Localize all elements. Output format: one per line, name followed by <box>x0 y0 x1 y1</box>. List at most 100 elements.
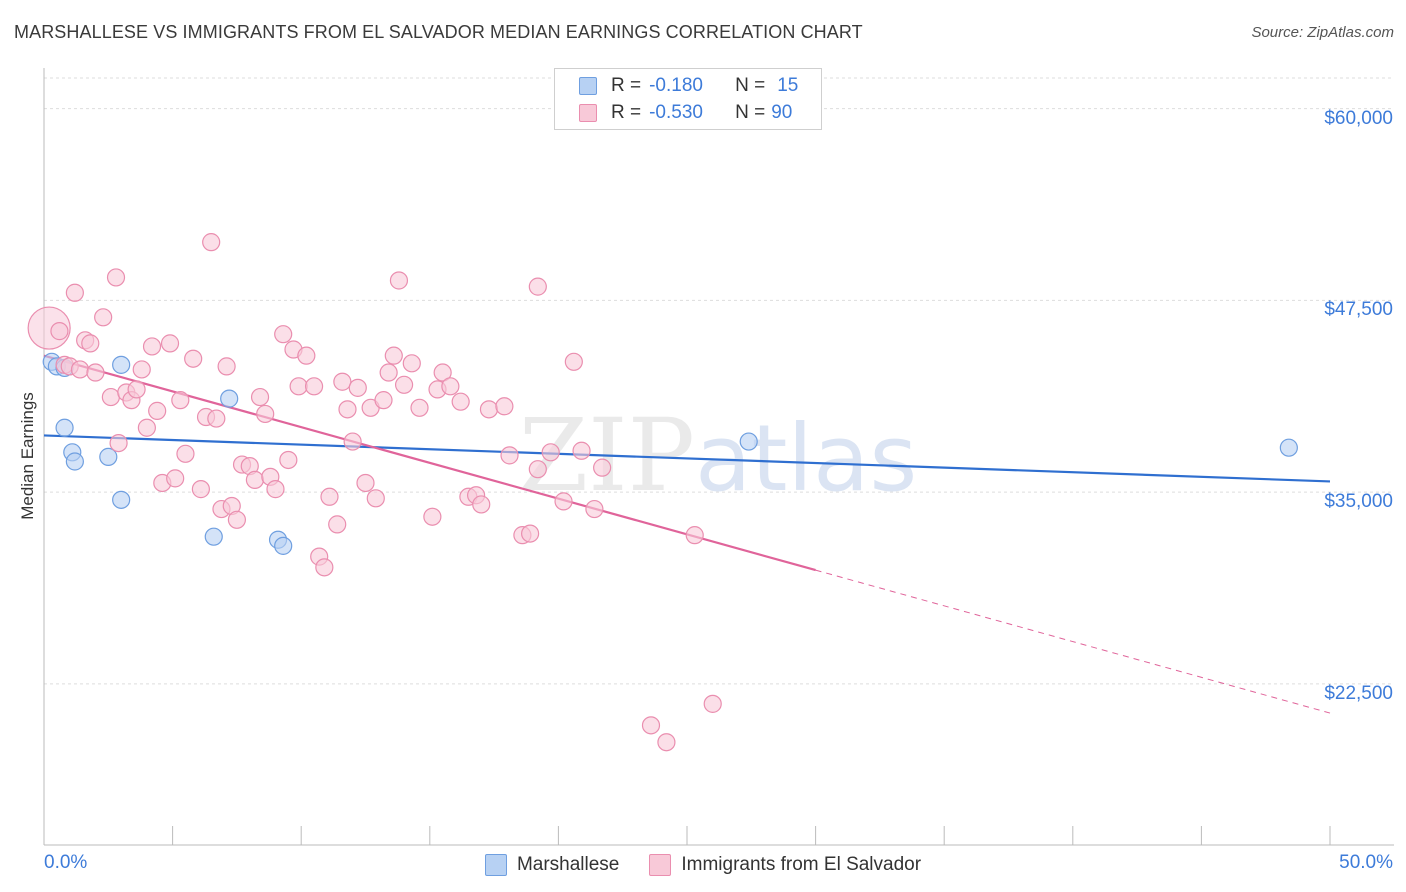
legend-item-el-salvador: Immigrants from El Salvador <box>649 854 921 876</box>
el-salvador-point <box>338 400 357 419</box>
marshallese-point <box>739 432 758 451</box>
el-salvador-point <box>394 375 414 394</box>
el-salvador-point <box>81 334 100 353</box>
el-salvador-point <box>366 489 385 508</box>
el-salvador-point <box>472 495 491 514</box>
el-salvador-point <box>207 409 226 428</box>
el-salvador-swatch <box>579 104 597 122</box>
gridlines <box>44 77 1394 685</box>
el-salvador-point <box>374 391 393 410</box>
n-value: 15 <box>777 75 799 96</box>
marshallese-point <box>55 418 74 437</box>
el-salvador-point <box>289 377 308 396</box>
el-salvador-point <box>101 387 120 407</box>
el-salvador-point <box>433 363 452 382</box>
el-salvador-point <box>227 510 246 529</box>
marshallese-trend-line <box>43 434 1331 483</box>
el-salvador-point <box>441 377 460 396</box>
el-salvador-point <box>166 469 185 488</box>
marshallese-point <box>1279 438 1298 457</box>
legend-item-marshallese: Marshallese <box>484 854 620 876</box>
el-salvador-point <box>320 487 339 506</box>
correlation-stats-box: R = -0.180 N = 15 R = -0.530 N = 90 <box>554 68 822 130</box>
y-tick-label: $60,000 <box>1324 107 1393 129</box>
x-tick-label-min: 0.0% <box>44 852 88 873</box>
el-salvador-point <box>541 443 560 462</box>
el-salvador-point <box>657 733 676 752</box>
el-salvador-point <box>528 277 547 296</box>
r-value: -0.530 <box>649 102 703 123</box>
legend-label-marshallese: Marshallese <box>516 854 620 875</box>
el-salvador-point <box>86 363 105 382</box>
marshallese-point <box>204 527 223 546</box>
axes <box>43 68 1394 846</box>
el-salvador-point <box>106 268 126 287</box>
el-salvador-point <box>127 380 146 399</box>
el-salvador-trend-line-extension <box>815 569 1331 714</box>
el-salvador-point <box>593 458 612 477</box>
el-salvador-point <box>304 377 324 396</box>
el-salvador-point <box>451 392 470 411</box>
y-tick-label: $47,500 <box>1324 299 1393 321</box>
el-salvador-point <box>245 470 265 490</box>
el-salvador-point <box>70 360 90 379</box>
el-salvador-point <box>572 441 591 460</box>
x-tick-label-max: 50.0% <box>1339 852 1393 873</box>
chart-title: MARSHALLESE VS IMMIGRANTS FROM EL SALVAD… <box>14 22 863 42</box>
el-salvador-point <box>132 360 151 379</box>
marshallese-point <box>65 452 84 471</box>
el-salvador-point <box>479 400 499 419</box>
el-salvador-point <box>266 480 285 499</box>
stats-row-marshallese: R = -0.180 N = 15 <box>579 73 798 99</box>
marshallese-swatch <box>579 77 597 95</box>
el-salvador-point <box>528 460 547 479</box>
el-salvador-point <box>250 387 270 407</box>
el-salvador-point <box>171 391 190 410</box>
source-label: Source: ZipAtlas.com <box>1251 24 1394 41</box>
el-salvador-point <box>279 450 298 470</box>
el-salvador-point <box>379 363 398 382</box>
el-salvador-point <box>343 432 362 451</box>
el-salvador-point <box>184 349 203 368</box>
el-salvador-point <box>348 378 367 397</box>
r-label: R = <box>611 75 642 96</box>
data-points <box>27 233 1298 752</box>
el-salvador-point <box>274 325 293 344</box>
el-salvador-point <box>191 480 210 499</box>
el-salvador-point <box>256 404 275 424</box>
el-salvador-point <box>685 526 704 545</box>
stats-row-el-salvador: R = -0.530 N = 90 <box>579 100 792 126</box>
marshallese-point <box>220 389 239 408</box>
el-salvador-point <box>109 433 128 453</box>
el-salvador-point <box>94 308 113 327</box>
el-salvador-point <box>50 322 69 341</box>
r-label: R = <box>611 102 642 123</box>
legend-swatch-marshallese <box>484 854 507 876</box>
el-salvador-point <box>328 515 347 534</box>
el-salvador-point <box>297 346 316 365</box>
legend: Marshallese Immigrants from El Salvador <box>0 852 1406 878</box>
n-value: 90 <box>771 102 793 123</box>
el-salvador-point <box>148 401 167 420</box>
el-salvador-point <box>356 473 375 493</box>
el-salvador-point <box>703 694 722 713</box>
el-salvador-point <box>160 334 180 353</box>
el-salvador-point <box>402 354 421 373</box>
el-salvador-point <box>585 499 604 519</box>
n-label: N = <box>735 75 766 96</box>
el-salvador-point <box>176 444 195 463</box>
el-salvador-point <box>495 397 514 416</box>
legend-label-el-salvador: Immigrants from El Salvador <box>681 854 922 875</box>
el-salvador-point <box>142 337 162 356</box>
el-salvador-point <box>500 446 519 465</box>
marshallese-point <box>112 355 131 374</box>
marshallese-point <box>112 490 131 509</box>
el-salvador-point <box>137 418 156 437</box>
el-salvador-point <box>564 352 583 371</box>
y-tick-label: $22,500 <box>1324 682 1393 704</box>
el-salvador-point <box>410 398 429 417</box>
el-salvador-point <box>202 233 221 252</box>
el-salvador-point <box>333 372 352 391</box>
el-salvador-point <box>641 716 661 735</box>
